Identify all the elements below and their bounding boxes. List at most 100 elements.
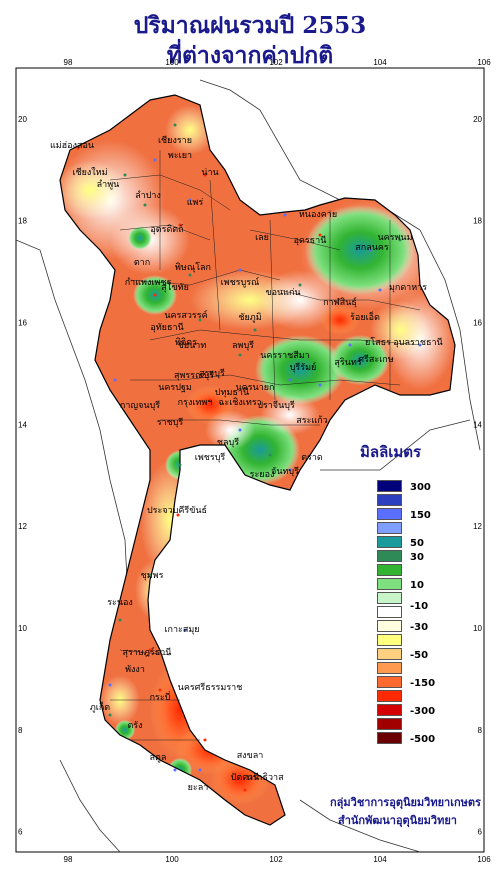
legend-label: 10 <box>410 580 424 591</box>
x-tick-bottom-100: 100 <box>165 855 179 864</box>
province-label: ปัตตานี <box>231 772 260 783</box>
province-label: จันทบุรี <box>271 466 299 477</box>
province-label: กระบี่ <box>150 690 171 703</box>
legend-swatch <box>377 606 402 618</box>
legend-swatch <box>377 634 402 646</box>
province-label: สุรินทร์ <box>334 356 361 368</box>
y-tick-right-10: 10 <box>473 624 482 633</box>
province-label: กรุงเทพฯ <box>178 398 213 408</box>
y-tick-left-20: 20 <box>18 115 27 124</box>
province-label: ราชบุรี <box>157 417 184 428</box>
province-label: อุทัยธานี <box>150 322 183 333</box>
province-label: พิษณุโลก <box>175 262 211 273</box>
y-tick-left-12: 12 <box>18 522 27 531</box>
legend-label: 30 <box>410 552 424 563</box>
province-label: ตาก <box>134 258 150 268</box>
province-label: ชลบุรี <box>217 437 239 448</box>
province-label: ตราด <box>301 453 323 463</box>
province-label: เชียงราย <box>158 135 192 146</box>
y-tick-left-6: 6 <box>18 828 23 837</box>
province-label: ลำพูน <box>97 179 120 190</box>
legend-label: -150 <box>410 678 436 689</box>
province-label: แพร่ <box>187 198 204 208</box>
province-label: กาญจนบุรี <box>120 400 160 411</box>
province-label: นราธิวาส <box>246 772 284 783</box>
province-label: ลพบุรี <box>232 340 254 351</box>
province-label: นครปฐม <box>158 383 192 393</box>
legend-swatch <box>377 522 402 534</box>
province-label: กาฬสินธุ์ <box>323 296 357 308</box>
legend-swatch <box>377 480 402 492</box>
legend-swatch <box>377 732 402 744</box>
credit-line1: กลุ่มวิชาการอุตุนิยมวิทยาเกษตร <box>330 796 481 809</box>
x-tick-top-106: 106 <box>477 58 491 67</box>
province-label: น่าน <box>201 168 218 178</box>
map-title-line1: ปริมาณฝนรวมปี 2553 <box>133 12 367 39</box>
province-label: นครราชสีมา <box>260 350 309 361</box>
province-label: เพชรบุรี <box>195 452 226 463</box>
province-label: อุบลราชธานี <box>393 337 442 348</box>
legend-swatch <box>377 564 402 576</box>
legend-swatch <box>377 718 402 730</box>
province-label: ภูเก็ต <box>90 700 110 713</box>
province-label: ศรีสะเกษ <box>358 354 393 365</box>
province-label: ลำปาง <box>135 190 161 201</box>
province-label: ชัยนาท <box>178 341 207 351</box>
province-label: สงขลา <box>237 751 264 761</box>
province-label: สุพรรณบุรี <box>174 370 214 381</box>
legend-label: -30 <box>410 622 429 633</box>
thailand-border <box>59 94 456 826</box>
legend-label: 300 <box>410 482 431 493</box>
province-label: สุราษฎร์ธานี <box>123 646 172 658</box>
legend-swatch <box>377 676 402 688</box>
x-tick-bottom-104: 104 <box>373 855 387 864</box>
y-tick-left-18: 18 <box>18 217 27 226</box>
province-label: เชียงใหม่ <box>72 167 107 178</box>
province-label: ระยอง <box>250 470 275 480</box>
province-label: สกลนคร <box>355 243 389 253</box>
province-label: ร้อยเอ็ด <box>350 310 380 323</box>
legend-swatch <box>377 578 402 590</box>
legend-swatch <box>377 690 402 702</box>
province-label: สระบุรี <box>199 368 225 379</box>
province-label: อุดรธานี <box>294 235 327 246</box>
province-boundaries <box>109 150 421 741</box>
y-tick-right-12: 12 <box>473 522 482 531</box>
province-label: พะเยา <box>168 151 192 161</box>
legend-swatch <box>377 550 402 562</box>
legend-swatch <box>377 592 402 604</box>
province-label: มุกดาหาร <box>389 283 427 293</box>
x-tick-bottom-102: 102 <box>269 855 283 864</box>
province-label: ระนอง <box>107 598 133 608</box>
legend-swatch <box>377 662 402 674</box>
credit-line2: สำนักพัฒนาอุตุนิยมวิทยา <box>338 814 457 827</box>
y-tick-left-10: 10 <box>18 624 27 633</box>
province-label: ยโสธร <box>365 337 391 348</box>
x-tick-top-100: 100 <box>165 58 179 67</box>
legend-label: -10 <box>410 601 429 612</box>
province-label: อุตรดิตถ์ <box>150 223 183 235</box>
province-label: บุรีรัมย์ <box>290 361 317 373</box>
province-label: แม่ฮ่องสอน <box>50 141 94 151</box>
y-tick-right-6: 6 <box>478 828 483 837</box>
x-tick-bottom-98: 98 <box>64 855 73 864</box>
province-label: ชัยภูมิ <box>238 312 261 323</box>
province-label: สุโขทัย <box>161 282 189 293</box>
y-tick-right-18: 18 <box>473 217 482 226</box>
province-label: เลย <box>255 233 269 243</box>
province-label: นครนายก <box>236 383 275 393</box>
legend-swatch <box>377 648 402 660</box>
province-label: ยะลา <box>188 783 209 793</box>
province-label: สระแก้ว <box>296 415 327 426</box>
province-label: พังงา <box>125 665 145 675</box>
y-tick-left-16: 16 <box>18 319 27 328</box>
x-tick-bottom-106: 106 <box>477 855 491 864</box>
x-tick-top-102: 102 <box>269 58 283 67</box>
legend-label: 50 <box>410 538 424 549</box>
y-tick-left-14: 14 <box>18 420 27 429</box>
y-tick-right-20: 20 <box>473 115 482 124</box>
x-tick-top-98: 98 <box>64 58 73 67</box>
province-label: นครพนม <box>377 233 412 243</box>
